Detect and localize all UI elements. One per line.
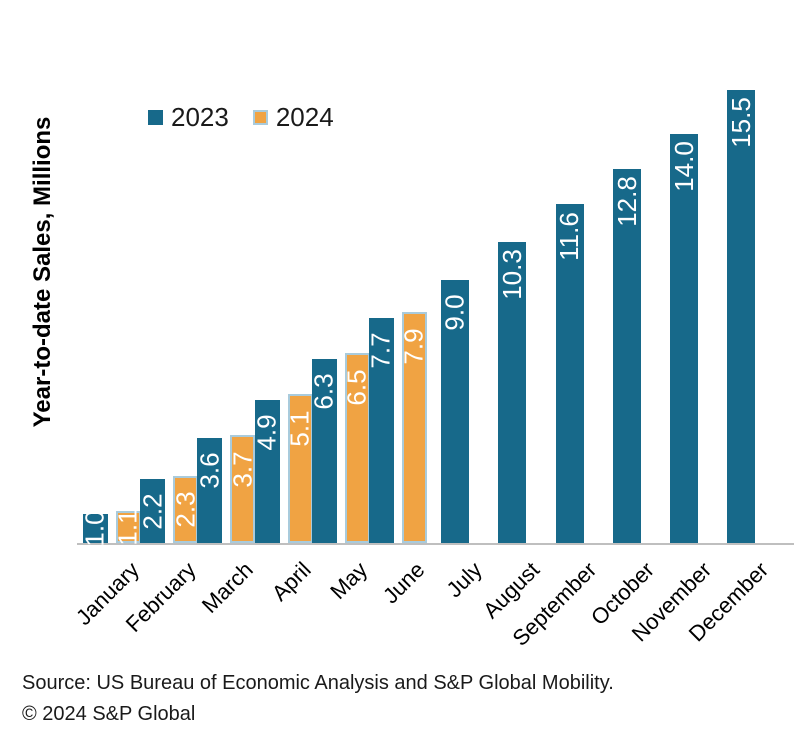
- x-label-may: May: [325, 557, 373, 605]
- bar-value-label-2023-july: 9.0: [439, 293, 470, 331]
- x-label-june: June: [378, 557, 430, 609]
- bar-2023-november: 14.0: [668, 134, 699, 543]
- bar-2023-march: 3.6: [194, 438, 225, 543]
- bar-value-label-2023-november: 14.0: [668, 140, 699, 192]
- copyright-line: © 2024 S&P Global: [22, 703, 196, 725]
- bar-2023-january: 1.0: [80, 510, 110, 547]
- x-label-april: April: [266, 557, 316, 606]
- bar-value-label-2023-august: 10.3: [496, 248, 527, 300]
- bar-2023-august: 10.3: [496, 242, 527, 543]
- legend-item-2024: 2024: [252, 102, 334, 133]
- legend-swatch-2023-icon: [148, 110, 163, 125]
- source-line: Source: US Bureau of Economic Analysis a…: [22, 672, 614, 694]
- bar-2024-june: 7.9: [399, 312, 429, 543]
- bar-value-label-2023-june: 7.7: [366, 331, 396, 369]
- bar-2023-september: 11.6: [554, 204, 585, 543]
- legend-label-2024: 2024: [275, 102, 334, 132]
- bar-value-label-2023-september: 11.6: [554, 211, 585, 261]
- legend-label-2023: 2023: [171, 102, 229, 132]
- bar-2023-may: 6.3: [308, 359, 339, 543]
- legend: 2023 2024: [148, 102, 334, 133]
- y-axis-title: Year-to-date Sales, Millions: [29, 116, 56, 428]
- bar-value-label-2024-april: 5.1: [284, 409, 315, 447]
- plot-area: 1.0 1.1 January 2.2 2.3 February 3.6 3.7 March 4.…: [71, 85, 794, 651]
- bar-2023-april: 4.9: [251, 400, 282, 543]
- bar-2024-january: 1.1: [113, 508, 143, 546]
- bar-value-label-2024-february: 2.3: [170, 491, 201, 528]
- bar-2024-march: 3.7: [227, 435, 258, 543]
- bar-value-label-2023-october: 12.8: [611, 175, 642, 227]
- bar-value-label-2023-may: 6.3: [308, 372, 339, 410]
- bar-2024-may: 6.5: [342, 353, 372, 543]
- legend-item-2023: 2023: [148, 102, 229, 133]
- bar-value-label-2023-december: 15.5: [725, 96, 756, 148]
- bar-value-label-2023-february: 2.2: [137, 492, 168, 530]
- legend-swatch-2024-icon: [252, 110, 268, 125]
- bar-2024-february: 2.3: [170, 476, 201, 543]
- bar-value-label-2023-january: 1.0: [80, 510, 110, 547]
- bar-2023-october: 12.8: [611, 169, 642, 543]
- x-axis-line: [77, 543, 794, 545]
- chart-footer: Source: US Bureau of Economic Analysis a…: [22, 668, 614, 730]
- bar-2024-april: 5.1: [284, 394, 315, 543]
- bar-value-label-2024-january: 1.1: [113, 508, 143, 546]
- bar-2023-july: 9.0: [439, 280, 470, 543]
- x-label-march: March: [197, 557, 259, 618]
- bar-value-label-2023-march: 3.6: [194, 451, 225, 489]
- bar-value-label-2024-march: 3.7: [227, 450, 258, 488]
- x-label-july: July: [441, 557, 487, 603]
- bar-2023-june: 7.7: [366, 318, 396, 543]
- bar-2023-february: 2.2: [137, 479, 168, 543]
- bar-value-label-2024-june: 7.9: [399, 327, 429, 365]
- bar-value-label-2023-april: 4.9: [251, 413, 282, 451]
- bar-2023-december: 15.5: [725, 90, 756, 543]
